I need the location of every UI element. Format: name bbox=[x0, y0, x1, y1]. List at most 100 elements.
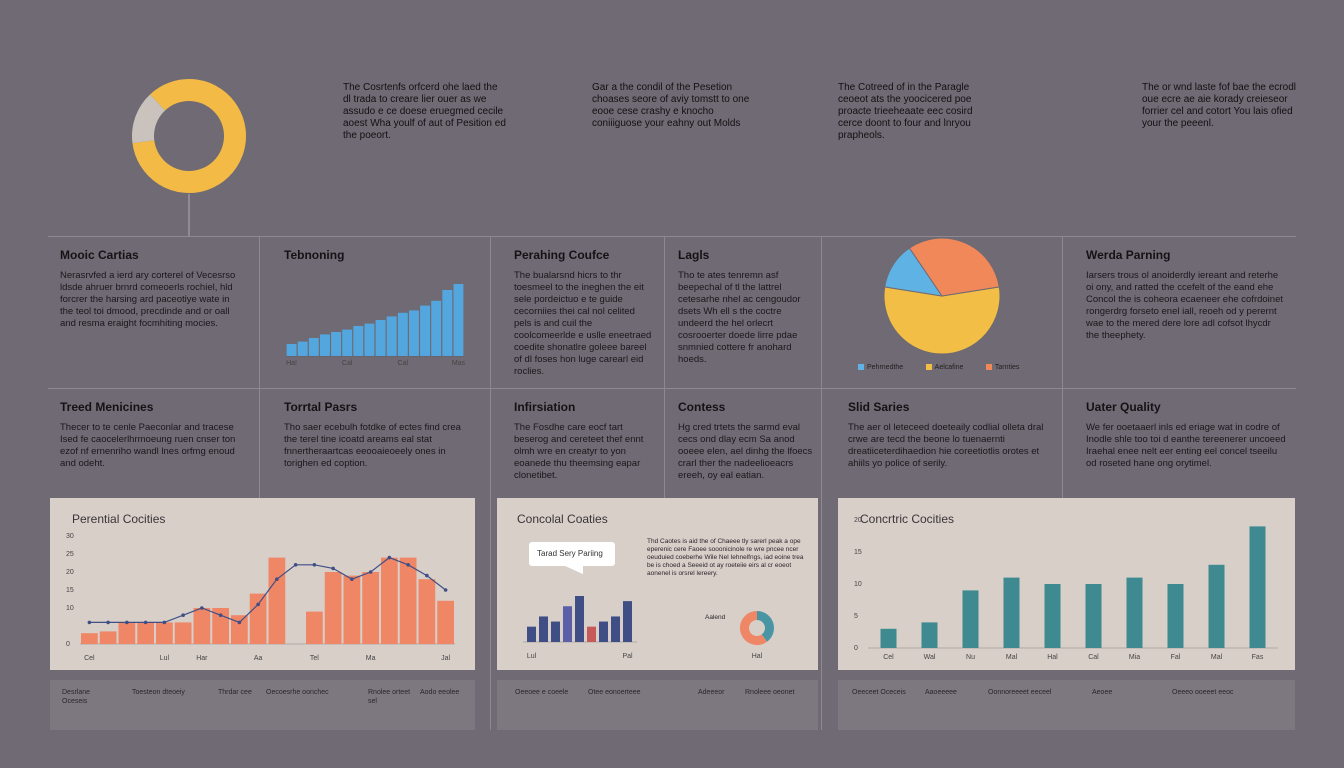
bar bbox=[527, 626, 536, 642]
cell-body: Iarsers trous ol anoiderdly iereant and … bbox=[1086, 270, 1283, 341]
bar bbox=[437, 600, 454, 644]
bar bbox=[880, 628, 897, 648]
cell-body: Hg cred trtets the sarmd eval cecs ond d… bbox=[678, 422, 813, 481]
bar bbox=[375, 320, 386, 356]
line-point bbox=[425, 573, 429, 578]
x-tick-label: Mal bbox=[1006, 654, 1018, 661]
cell-title: Mooic Cartias bbox=[60, 248, 139, 262]
bar bbox=[81, 633, 98, 644]
note: Rnoleee oeonet bbox=[745, 689, 795, 696]
bar bbox=[420, 305, 431, 356]
line-point bbox=[181, 613, 185, 617]
cell-12: Uater Quality We fer ooetaaerl inls ed e… bbox=[1086, 400, 1286, 470]
x-tick-label: Tel bbox=[310, 655, 319, 662]
line-point bbox=[406, 563, 410, 567]
cell-title: Tebnoning bbox=[284, 248, 345, 262]
bar bbox=[297, 341, 308, 356]
cell-3: Perahing Coufce The bualarsnd hicrs to t… bbox=[514, 248, 654, 378]
bar bbox=[1208, 564, 1225, 648]
panel-title: Concrtric Cocities bbox=[860, 512, 955, 526]
donut-chart bbox=[132, 79, 246, 236]
y-tick-label: 20 bbox=[854, 517, 862, 524]
x-tick-label: Ma bbox=[366, 655, 376, 662]
x-tick-label: Fas bbox=[1252, 654, 1264, 661]
line-point bbox=[275, 577, 279, 581]
bar bbox=[1003, 577, 1020, 648]
x-tick-label: Fal bbox=[1171, 654, 1181, 661]
x-tick-label: Cel bbox=[883, 654, 894, 661]
cell-title: Werda Parning bbox=[1086, 248, 1171, 262]
x-tick-label: Hal bbox=[1047, 654, 1058, 661]
x-tick-label: Cal bbox=[1088, 654, 1099, 661]
y-tick-label: 5 bbox=[854, 613, 858, 620]
grid-divider bbox=[664, 236, 665, 498]
cell-1: Mooic Cartias Nerasrvfed a ierd ary cort… bbox=[60, 248, 240, 330]
x-tick-label: Mia bbox=[1129, 654, 1140, 661]
bar bbox=[174, 622, 192, 644]
bar bbox=[921, 622, 938, 648]
note: Aaoeeeee bbox=[925, 689, 957, 696]
line-point bbox=[368, 570, 373, 574]
bar bbox=[324, 572, 342, 644]
callout-pointer bbox=[563, 565, 583, 575]
intro-text-3: The Cotreed of in the Paragle ceoeot ats… bbox=[838, 82, 973, 141]
line-point bbox=[312, 563, 317, 567]
grid-divider bbox=[490, 236, 491, 730]
cell-body: Tho te ates tenremn asf beepechal of tl … bbox=[678, 270, 801, 365]
x-tick-label: Aa bbox=[254, 655, 263, 662]
intro-text-1: The Cosrtenfs orfcerd ohe laed the dl tr… bbox=[343, 82, 506, 141]
grid-divider bbox=[48, 236, 1296, 237]
y-tick-label: 10 bbox=[854, 581, 862, 588]
bar bbox=[343, 575, 361, 644]
grid-divider bbox=[1062, 236, 1063, 498]
x-tick-label: Mas bbox=[452, 360, 466, 367]
pie-slice bbox=[883, 286, 1001, 355]
mini-pie-label: Aalend bbox=[705, 614, 726, 621]
bar bbox=[1167, 584, 1184, 648]
y-tick-label: 30 bbox=[66, 533, 74, 540]
cell-title: Uater Quality bbox=[1086, 400, 1161, 414]
cell-10: Contess Hg cred trtets the sarmd eval ce… bbox=[678, 400, 813, 482]
grid-divider bbox=[821, 236, 822, 730]
bar bbox=[397, 312, 408, 356]
callout-bubble: Tarad Sery Pariing bbox=[529, 542, 615, 575]
cell-2: Tebnoning bbox=[284, 248, 474, 262]
line-point bbox=[331, 566, 335, 571]
chart-panel-left: Perential Cocities 0 10 15 20 25 30 Cel Lul Har A… bbox=[50, 498, 475, 670]
callout-text: Thd Caotes is aid the of Chaeee tly sare… bbox=[647, 538, 804, 577]
intro-text-4: The or wnd laste fof bae the ecrodl oue … bbox=[1142, 82, 1296, 129]
x-tick-label: Lul bbox=[160, 655, 170, 662]
note: Rnolee orteet sel bbox=[368, 689, 411, 705]
bar bbox=[156, 622, 173, 644]
pie-slice bbox=[740, 611, 767, 645]
legend-item: Aelcafine bbox=[925, 364, 963, 371]
bar bbox=[1249, 526, 1266, 648]
cell-body: The aer ol leteceed doeteaily codlial ol… bbox=[848, 422, 1044, 469]
chart-panel-middle: Concolal Coaties Tarad Sery Pariing Thd … bbox=[497, 498, 818, 670]
x-tick-label: Pal bbox=[622, 653, 633, 660]
x-tick-label: Cal bbox=[398, 360, 409, 367]
cell-title: Torrtal Pasrs bbox=[284, 400, 358, 414]
bar bbox=[99, 631, 117, 644]
note: Thrdar cee bbox=[218, 689, 252, 696]
note: Oecoesrhe oonchec bbox=[266, 689, 329, 696]
bar bbox=[362, 572, 379, 644]
bar bbox=[268, 557, 286, 644]
cell-6: Werda Parning Iarsers trous ol anoiderdl… bbox=[1086, 248, 1286, 342]
grid-divider bbox=[259, 236, 260, 498]
y-tick-label: 15 bbox=[66, 587, 74, 594]
line-point bbox=[443, 588, 448, 592]
bar bbox=[431, 300, 442, 356]
line-point bbox=[218, 613, 223, 617]
y-tick-label: 25 bbox=[66, 551, 74, 558]
bar bbox=[286, 344, 297, 356]
line-point bbox=[162, 620, 167, 625]
line-point bbox=[125, 620, 129, 625]
bar bbox=[353, 326, 364, 356]
y-tick-label: 0 bbox=[854, 645, 858, 652]
x-tick-label: Lul bbox=[527, 653, 537, 660]
note: Oeeeo ooeeet eeoc bbox=[1172, 689, 1234, 696]
cell-body: The Fosdhe care eocf tart beserog and ce… bbox=[514, 422, 644, 481]
notes-strip-left bbox=[50, 680, 475, 730]
y-tick-label: 20 bbox=[66, 569, 74, 576]
